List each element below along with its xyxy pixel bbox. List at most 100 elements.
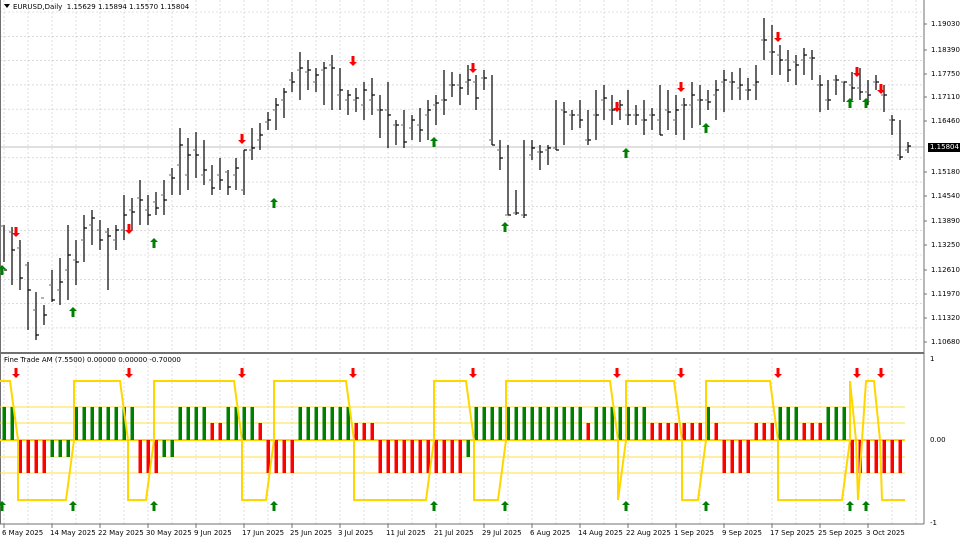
buy-arrow-icon bbox=[501, 501, 509, 511]
buy-arrow-icon bbox=[69, 307, 77, 317]
sell-arrow-icon bbox=[349, 56, 357, 66]
indicator-histogram-bar bbox=[578, 407, 582, 440]
indicator-histogram-bar bbox=[258, 423, 262, 440]
time-axis-label: 6 Aug 2025 bbox=[530, 529, 571, 537]
time-axis-label: 17 Jun 2025 bbox=[242, 529, 285, 537]
indicator-histogram-bar bbox=[114, 407, 118, 440]
indicator-histogram-bar bbox=[266, 440, 270, 473]
symbol-timeframe-label: EURUSD,Daily bbox=[13, 3, 63, 11]
sell-arrow-icon bbox=[677, 82, 685, 92]
indicator-histogram-bar bbox=[778, 407, 782, 440]
indicator-histogram-bar bbox=[386, 440, 390, 473]
indicator-histogram-bar bbox=[466, 440, 470, 457]
buy-arrow-icon bbox=[69, 501, 77, 511]
buy-arrow-icon bbox=[846, 501, 854, 511]
indicator-histogram-bar bbox=[90, 407, 94, 440]
indicator-histogram-bar bbox=[154, 440, 158, 473]
indicator-histogram-bar bbox=[306, 407, 310, 440]
time-axis-label: 25 Jun 2025 bbox=[290, 529, 333, 537]
indicator-histogram-bar bbox=[26, 440, 30, 473]
indicator-histogram-bar bbox=[458, 440, 462, 473]
sell-arrow-icon bbox=[238, 134, 246, 144]
indicator-title: Fine Trade AM (7.5500) 0.00000 0.00000 -… bbox=[4, 356, 181, 364]
indicator-histogram-bar bbox=[290, 440, 294, 473]
sell-arrow-icon bbox=[349, 368, 357, 378]
buy-arrow-icon bbox=[0, 265, 6, 275]
indicator-histogram-bar bbox=[218, 423, 222, 440]
time-axis-label: 6 May 2025 bbox=[2, 529, 44, 537]
sell-arrow-icon bbox=[125, 224, 133, 234]
indicator-histogram-bar bbox=[378, 440, 382, 473]
sell-arrow-icon bbox=[238, 368, 246, 378]
buy-arrow-icon bbox=[702, 501, 710, 511]
time-axis-label: 1 Sep 2025 bbox=[674, 529, 714, 537]
indicator-histogram-bar bbox=[186, 407, 190, 440]
time-axis-label: 9 Jun 2025 bbox=[194, 529, 232, 537]
buy-arrow-icon bbox=[702, 123, 710, 133]
indicator-histogram-bar bbox=[362, 423, 366, 440]
price-axis-label: 1.12610 bbox=[931, 266, 960, 274]
indicator-histogram-bar bbox=[210, 423, 214, 440]
price-axis-label: 1.11970 bbox=[931, 290, 960, 298]
indicator-histogram-bar bbox=[866, 440, 870, 473]
indicator-histogram-bar bbox=[402, 440, 406, 473]
chart-header: EURUSD,Daily 1.15629 1.15894 1.15570 1.1… bbox=[4, 3, 189, 11]
indicator-histogram-bar bbox=[122, 407, 126, 440]
buy-arrow-icon bbox=[622, 148, 630, 158]
indicator-histogram-bar bbox=[738, 440, 742, 473]
indicator-histogram-bar bbox=[234, 407, 238, 440]
time-axis-label: 11 Jul 2025 bbox=[386, 529, 426, 537]
indicator-histogram-bar bbox=[730, 440, 734, 473]
price-axis-label: 1.11320 bbox=[931, 314, 960, 322]
time-axis-label: 3 Jul 2025 bbox=[338, 529, 374, 537]
buy-arrow-icon bbox=[430, 137, 438, 147]
buy-arrow-icon bbox=[270, 501, 278, 511]
indicator-histogram-bar bbox=[586, 423, 590, 440]
time-axis-label: 17 Sep 2025 bbox=[770, 529, 815, 537]
indicator-histogram-bar bbox=[138, 440, 142, 473]
indicator-histogram-bar bbox=[178, 407, 182, 440]
indicator-histogram-bar bbox=[450, 440, 454, 473]
indicator-histogram-bar bbox=[834, 407, 838, 440]
sell-arrow-icon bbox=[677, 368, 685, 378]
indicator-histogram-bar bbox=[18, 440, 22, 473]
indicator-histogram-bar bbox=[890, 440, 894, 473]
indicator-scale-label: -1 bbox=[930, 519, 937, 527]
indicator-histogram-bar bbox=[530, 407, 534, 440]
indicator-histogram-bar bbox=[98, 407, 102, 440]
price-axis-label: 1.16460 bbox=[931, 117, 960, 125]
indicator-histogram-bar bbox=[194, 407, 198, 440]
indicator-scale-label: 0.00 bbox=[930, 436, 946, 444]
time-axis-label: 14 May 2025 bbox=[50, 529, 96, 537]
indicator-histogram-bar bbox=[10, 407, 14, 440]
indicator-histogram-bar bbox=[474, 407, 478, 440]
indicator-histogram-bar bbox=[482, 407, 486, 440]
indicator-histogram-bar bbox=[762, 423, 766, 440]
indicator-histogram-bar bbox=[802, 423, 806, 440]
indicator-histogram-bar bbox=[842, 407, 846, 440]
sell-arrow-icon bbox=[877, 84, 885, 94]
chart-menu-triangle-icon[interactable] bbox=[4, 4, 10, 8]
indicator-histogram-bar bbox=[162, 440, 166, 457]
indicator-histogram-bar bbox=[354, 423, 358, 440]
indicator-histogram-bar bbox=[34, 440, 38, 473]
indicator-histogram-bar bbox=[610, 407, 614, 440]
indicator-histogram-bar bbox=[562, 407, 566, 440]
time-axis-label: 22 May 2025 bbox=[98, 529, 144, 537]
indicator-histogram-bar bbox=[706, 407, 710, 440]
indicator-histogram-bar bbox=[58, 440, 62, 457]
indicator-histogram-bar bbox=[130, 407, 134, 440]
sell-arrow-icon bbox=[469, 368, 477, 378]
ohlc-values: 1.15629 1.15894 1.15570 1.15804 bbox=[66, 3, 190, 11]
indicator-histogram-bar bbox=[698, 423, 702, 440]
indicator-histogram-bar bbox=[634, 407, 638, 440]
indicator-histogram-bar bbox=[298, 407, 302, 440]
time-axis-label: 3 Oct 2025 bbox=[866, 529, 905, 537]
time-axis-label: 9 Sep 2025 bbox=[722, 529, 762, 537]
indicator-histogram-bar bbox=[690, 423, 694, 440]
indicator-histogram-bar bbox=[514, 407, 518, 440]
indicator-histogram-bar bbox=[850, 440, 854, 473]
sell-arrow-icon bbox=[469, 63, 477, 73]
